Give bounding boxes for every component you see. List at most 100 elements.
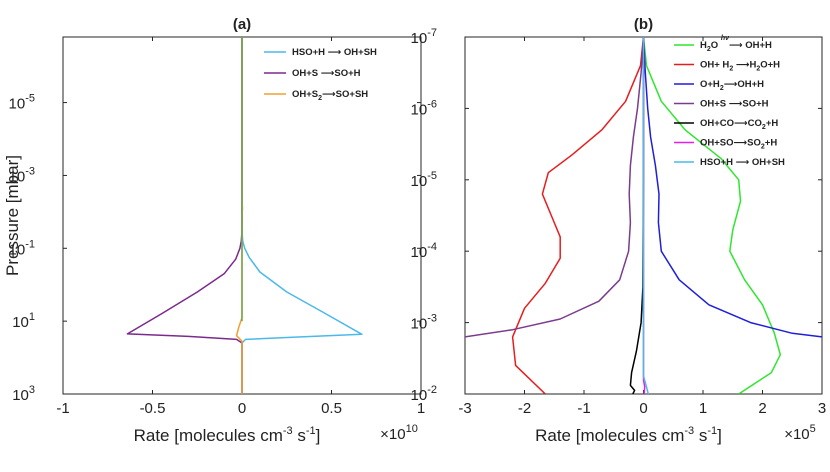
y-tick-base: 10 — [9, 241, 26, 258]
legend-entry-part: OH+S — [292, 89, 318, 100]
y-tick-exponent: -5 — [427, 170, 437, 182]
legend-entry-part: H — [700, 40, 707, 51]
x-tick-label: 1 — [699, 400, 707, 417]
y-tick-exponent: -7 — [427, 27, 437, 39]
panel-title: (b) — [634, 16, 653, 33]
series-group — [465, 37, 822, 394]
x-axis-label-part: ] — [316, 426, 321, 445]
x-axis-label-part: s — [694, 426, 707, 445]
legend-entry-part: OH+ H — [700, 60, 729, 71]
legend-entry-part: ⟶H — [733, 60, 756, 71]
y-tick-label: 10-5 — [9, 93, 35, 113]
x-multiplier-exponent: 10 — [406, 423, 418, 435]
y-tick-base: 10 — [411, 316, 428, 333]
x-tick-label: 0.5 — [321, 400, 342, 417]
y-tick-base: 10 — [411, 101, 428, 118]
series-line-h2o-h-oh-h — [642, 37, 782, 394]
x-axis-label-sup: -1 — [707, 425, 717, 437]
y-tick-exponent: -5 — [25, 93, 35, 105]
x-multiplier-label: ×1010 — [380, 423, 418, 443]
y-tick-exponent: 3 — [29, 384, 35, 396]
x-tick-label: -2 — [518, 400, 531, 417]
panel-title: (a) — [233, 16, 251, 33]
chart-panel-b: -3 -2 -1 0 1 2 310-710-610-510-410-310-2(b)Rat… — [411, 16, 827, 445]
legend-entry-part: 2 — [720, 85, 724, 92]
y-axis-label: Pressure [mbar] — [3, 155, 22, 276]
y-tick-label: 103 — [12, 384, 35, 404]
legend: H2O hν⟶ OH+HOH+ H2 ⟶H2O+HO+H2⟶OH+HOH+S ⟶… — [674, 35, 785, 168]
x-tick-label: -1 — [56, 400, 69, 417]
x-tick-label: -0.5 — [140, 400, 166, 417]
legend-entry-part: 2 — [318, 95, 322, 102]
y-tick-exponent: -3 — [427, 313, 437, 325]
x-axis-label-sup: -3 — [684, 425, 694, 437]
legend-entry: OH+CO⟶CO2+H — [700, 118, 778, 131]
x-tick-label: 0 — [238, 400, 246, 417]
x-axis-label-part: ] — [717, 426, 722, 445]
legend-entry: OH+ H2 ⟶H2O+H — [700, 60, 780, 73]
y-tick-label: 10-2 — [411, 384, 437, 404]
legend-entry-part: OH+SO⟶SO — [700, 138, 761, 149]
y-tick-base: 10 — [411, 387, 428, 404]
x-tick-label: 1 — [417, 400, 425, 417]
legend: HSO+H ⟶ OH+SH OH+S ⟶SO+H OH+S2⟶SO+SH — [264, 47, 377, 102]
y-tick-base: 10 — [411, 244, 428, 261]
y-tick-label: 10-4 — [411, 241, 437, 261]
y-tick-exponent: -3 — [25, 165, 35, 177]
y-tick-base: 10 — [12, 387, 29, 404]
x-tick-label: -1 — [577, 400, 590, 417]
legend-entry-part: +H — [765, 138, 778, 149]
x-multiplier-base: ×10 — [784, 426, 809, 443]
x-axis-label: Rate [molecules cm-3 s-1] — [535, 425, 722, 445]
x-axis-label-part: Rate [molecules cm — [134, 426, 283, 445]
y-tick-base: 10 — [411, 30, 428, 47]
legend-entry: HSO+H ⟶ OH+SH — [292, 47, 377, 58]
series-group — [126, 37, 363, 394]
x-multiplier-base: ×10 — [380, 426, 405, 443]
x-tick-label: 0 — [639, 400, 647, 417]
y-tick-exponent: -1 — [25, 238, 35, 250]
y-tick-label: 10-1 — [9, 238, 35, 258]
y-tick-exponent: -4 — [427, 241, 437, 253]
legend-entry: OH+SO⟶SO2+H — [700, 138, 777, 151]
legend-entry: O+H2⟶OH+H — [700, 79, 764, 92]
legend-entry-part: hν — [721, 35, 729, 42]
x-axis-label-sup: -3 — [283, 425, 293, 437]
x-tick-label: -3 — [458, 400, 471, 417]
y-tick-exponent: -6 — [427, 98, 437, 110]
x-tick-label: 2 — [758, 400, 766, 417]
legend-entry-part: 2 — [707, 46, 711, 53]
x-axis-label-sup: -1 — [306, 425, 316, 437]
legend-entry-part: 2 — [729, 66, 733, 73]
y-tick-base: 10 — [12, 314, 29, 331]
series-line-oh-s-so-h — [465, 37, 645, 338]
legend-entry-part: ⟶SO+SH — [322, 89, 368, 100]
legend-entry-part: O — [711, 40, 721, 51]
legend-entry-part: +H — [766, 118, 779, 129]
legend-entry-part: ⟶ OH+H — [729, 40, 772, 51]
x-axis-label-part: s — [293, 426, 306, 445]
legend-entry: OH+S ⟶SO+H — [292, 68, 361, 79]
legend-entry: HSO+H ⟶ OH+SH — [700, 157, 785, 168]
series-line-hso-h-oh-sh — [642, 37, 650, 394]
legend-entry-part: OH+CO⟶CO — [700, 118, 762, 129]
y-tick-base: 10 — [9, 168, 26, 185]
legend-entry-part: O+H — [700, 79, 720, 90]
y-tick-label: 10-6 — [411, 98, 437, 118]
y-tick-label: 10-5 — [411, 170, 437, 190]
x-axis-label-part: Rate [molecules cm — [535, 426, 684, 445]
y-tick-exponent: -2 — [427, 384, 437, 396]
series-line-oh-h2-h2o-h — [511, 37, 645, 394]
y-tick-exponent: 1 — [29, 311, 35, 323]
legend-entry: H2O hν⟶ OH+H — [700, 35, 772, 53]
legend-entry-part: 2 — [761, 144, 765, 151]
y-tick-base: 10 — [411, 173, 428, 190]
legend-entry: OH+S ⟶SO+H — [700, 99, 769, 110]
x-multiplier-exponent: 5 — [810, 423, 816, 435]
series-line-o-h2-oh-h — [642, 37, 822, 338]
y-tick-base: 10 — [9, 96, 26, 113]
legend-entry-part: 2 — [762, 124, 766, 131]
